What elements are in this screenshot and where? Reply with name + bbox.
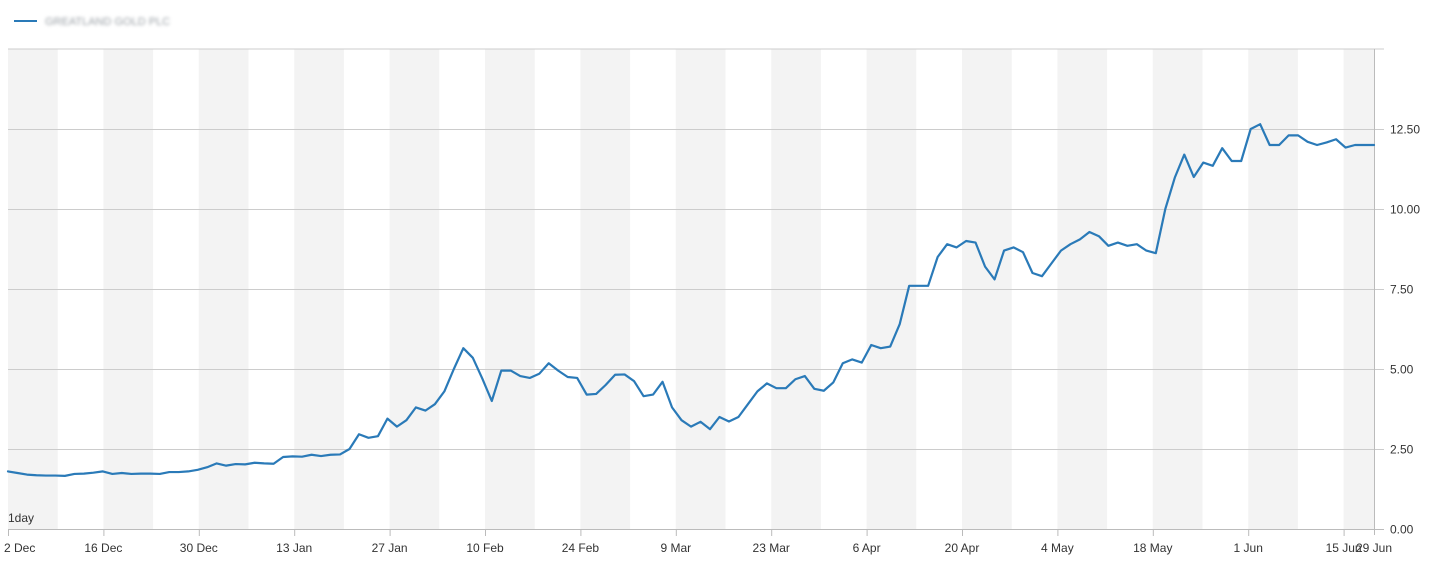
x-tick-label: 1 Jun — [1234, 541, 1263, 555]
x-tick-label: 29 Jun — [1356, 541, 1392, 555]
x-tick-label: 24 Feb — [562, 541, 600, 555]
x-tick-label: 30 Dec — [180, 541, 218, 555]
x-tick-label: 10 Feb — [466, 541, 504, 555]
x-tick-label: 20 Apr — [945, 541, 980, 555]
y-tick-labels: 0.00 2.50 5.00 7.50 10.00 12.50 — [1390, 123, 1420, 537]
x-tick-label: 2 Dec — [4, 541, 35, 555]
y-tick-label: 5.00 — [1390, 363, 1414, 377]
x-tick-label: 27 Jan — [372, 541, 408, 555]
x-tick-label: 13 Jan — [276, 541, 312, 555]
x-tick-labels: 2 Dec 16 Dec 30 Dec 13 Jan 27 Jan 10 Feb 24 Fe… — [4, 541, 1392, 555]
x-tick-label: 18 May — [1133, 541, 1172, 555]
interval-label: 1day — [8, 511, 34, 525]
y-tick-label: 7.50 — [1390, 283, 1414, 297]
y-tick-label: 10.00 — [1390, 203, 1420, 217]
legend-label: GREATLAND GOLD PLC — [45, 16, 170, 28]
x-tick-label: 4 May — [1041, 541, 1074, 555]
x-tick-label: 6 Apr — [853, 541, 881, 555]
x-tick-label: 23 Mar — [753, 541, 790, 555]
legend[interactable]: GREATLAND GOLD PLC — [14, 16, 170, 28]
y-tick-label: 12.50 — [1390, 123, 1420, 137]
y-tick-label: 0.00 — [1390, 523, 1414, 537]
x-tick-label: 16 Dec — [84, 541, 122, 555]
x-tick-label: 9 Mar — [660, 541, 691, 555]
y-tick-label: 2.50 — [1390, 443, 1414, 457]
